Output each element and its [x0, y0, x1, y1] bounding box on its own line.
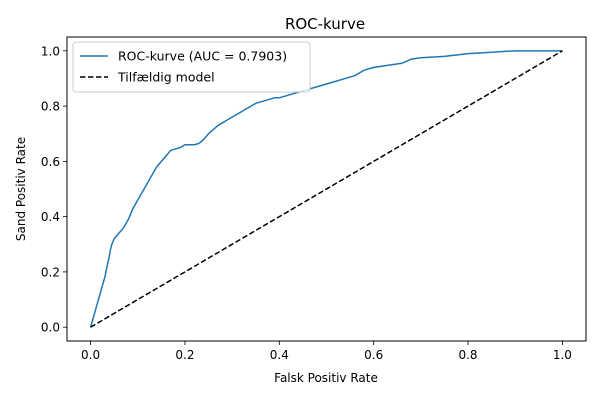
chart-title: ROC-kurve [285, 15, 365, 33]
legend: ROC-kurve (AUC = 0.7903) Tilfældig model [72, 41, 311, 93]
x-tick-label: 0.4 [270, 348, 289, 362]
y-tick-label: 0.0 [41, 321, 60, 335]
legend-label-random: Tilfældig model [117, 70, 215, 85]
legend-frame [72, 41, 311, 93]
x-tick-label: 0.2 [175, 348, 194, 362]
y-tick-label: 0.4 [41, 210, 60, 224]
x-tick-label: 1.0 [553, 348, 572, 362]
y-tick-label: 0.8 [41, 100, 60, 114]
random-model-line [90, 50, 563, 328]
y-axis-ticks: 0.0 0.2 0.4 0.6 0.8 1.0 [41, 44, 67, 335]
x-tick-label: 0.0 [81, 348, 100, 362]
x-tick-label: 0.8 [458, 348, 477, 362]
y-tick-label: 0.6 [41, 155, 60, 169]
x-tick-label: 0.6 [364, 348, 383, 362]
x-axis-ticks: 0.0 0.2 0.4 0.6 0.8 1.0 [81, 341, 572, 362]
legend-label-roc: ROC-kurve (AUC = 0.7903) [118, 49, 287, 64]
plot-area [89, 50, 563, 328]
plot-frame [66, 36, 587, 342]
y-tick-label: 0.2 [41, 265, 60, 279]
y-tick-label: 1.0 [41, 44, 60, 58]
y-axis-label: Sand Positiv Rate [14, 137, 28, 241]
x-axis-label: Falsk Positiv Rate [274, 371, 378, 385]
roc-curve-line [89, 50, 563, 328]
